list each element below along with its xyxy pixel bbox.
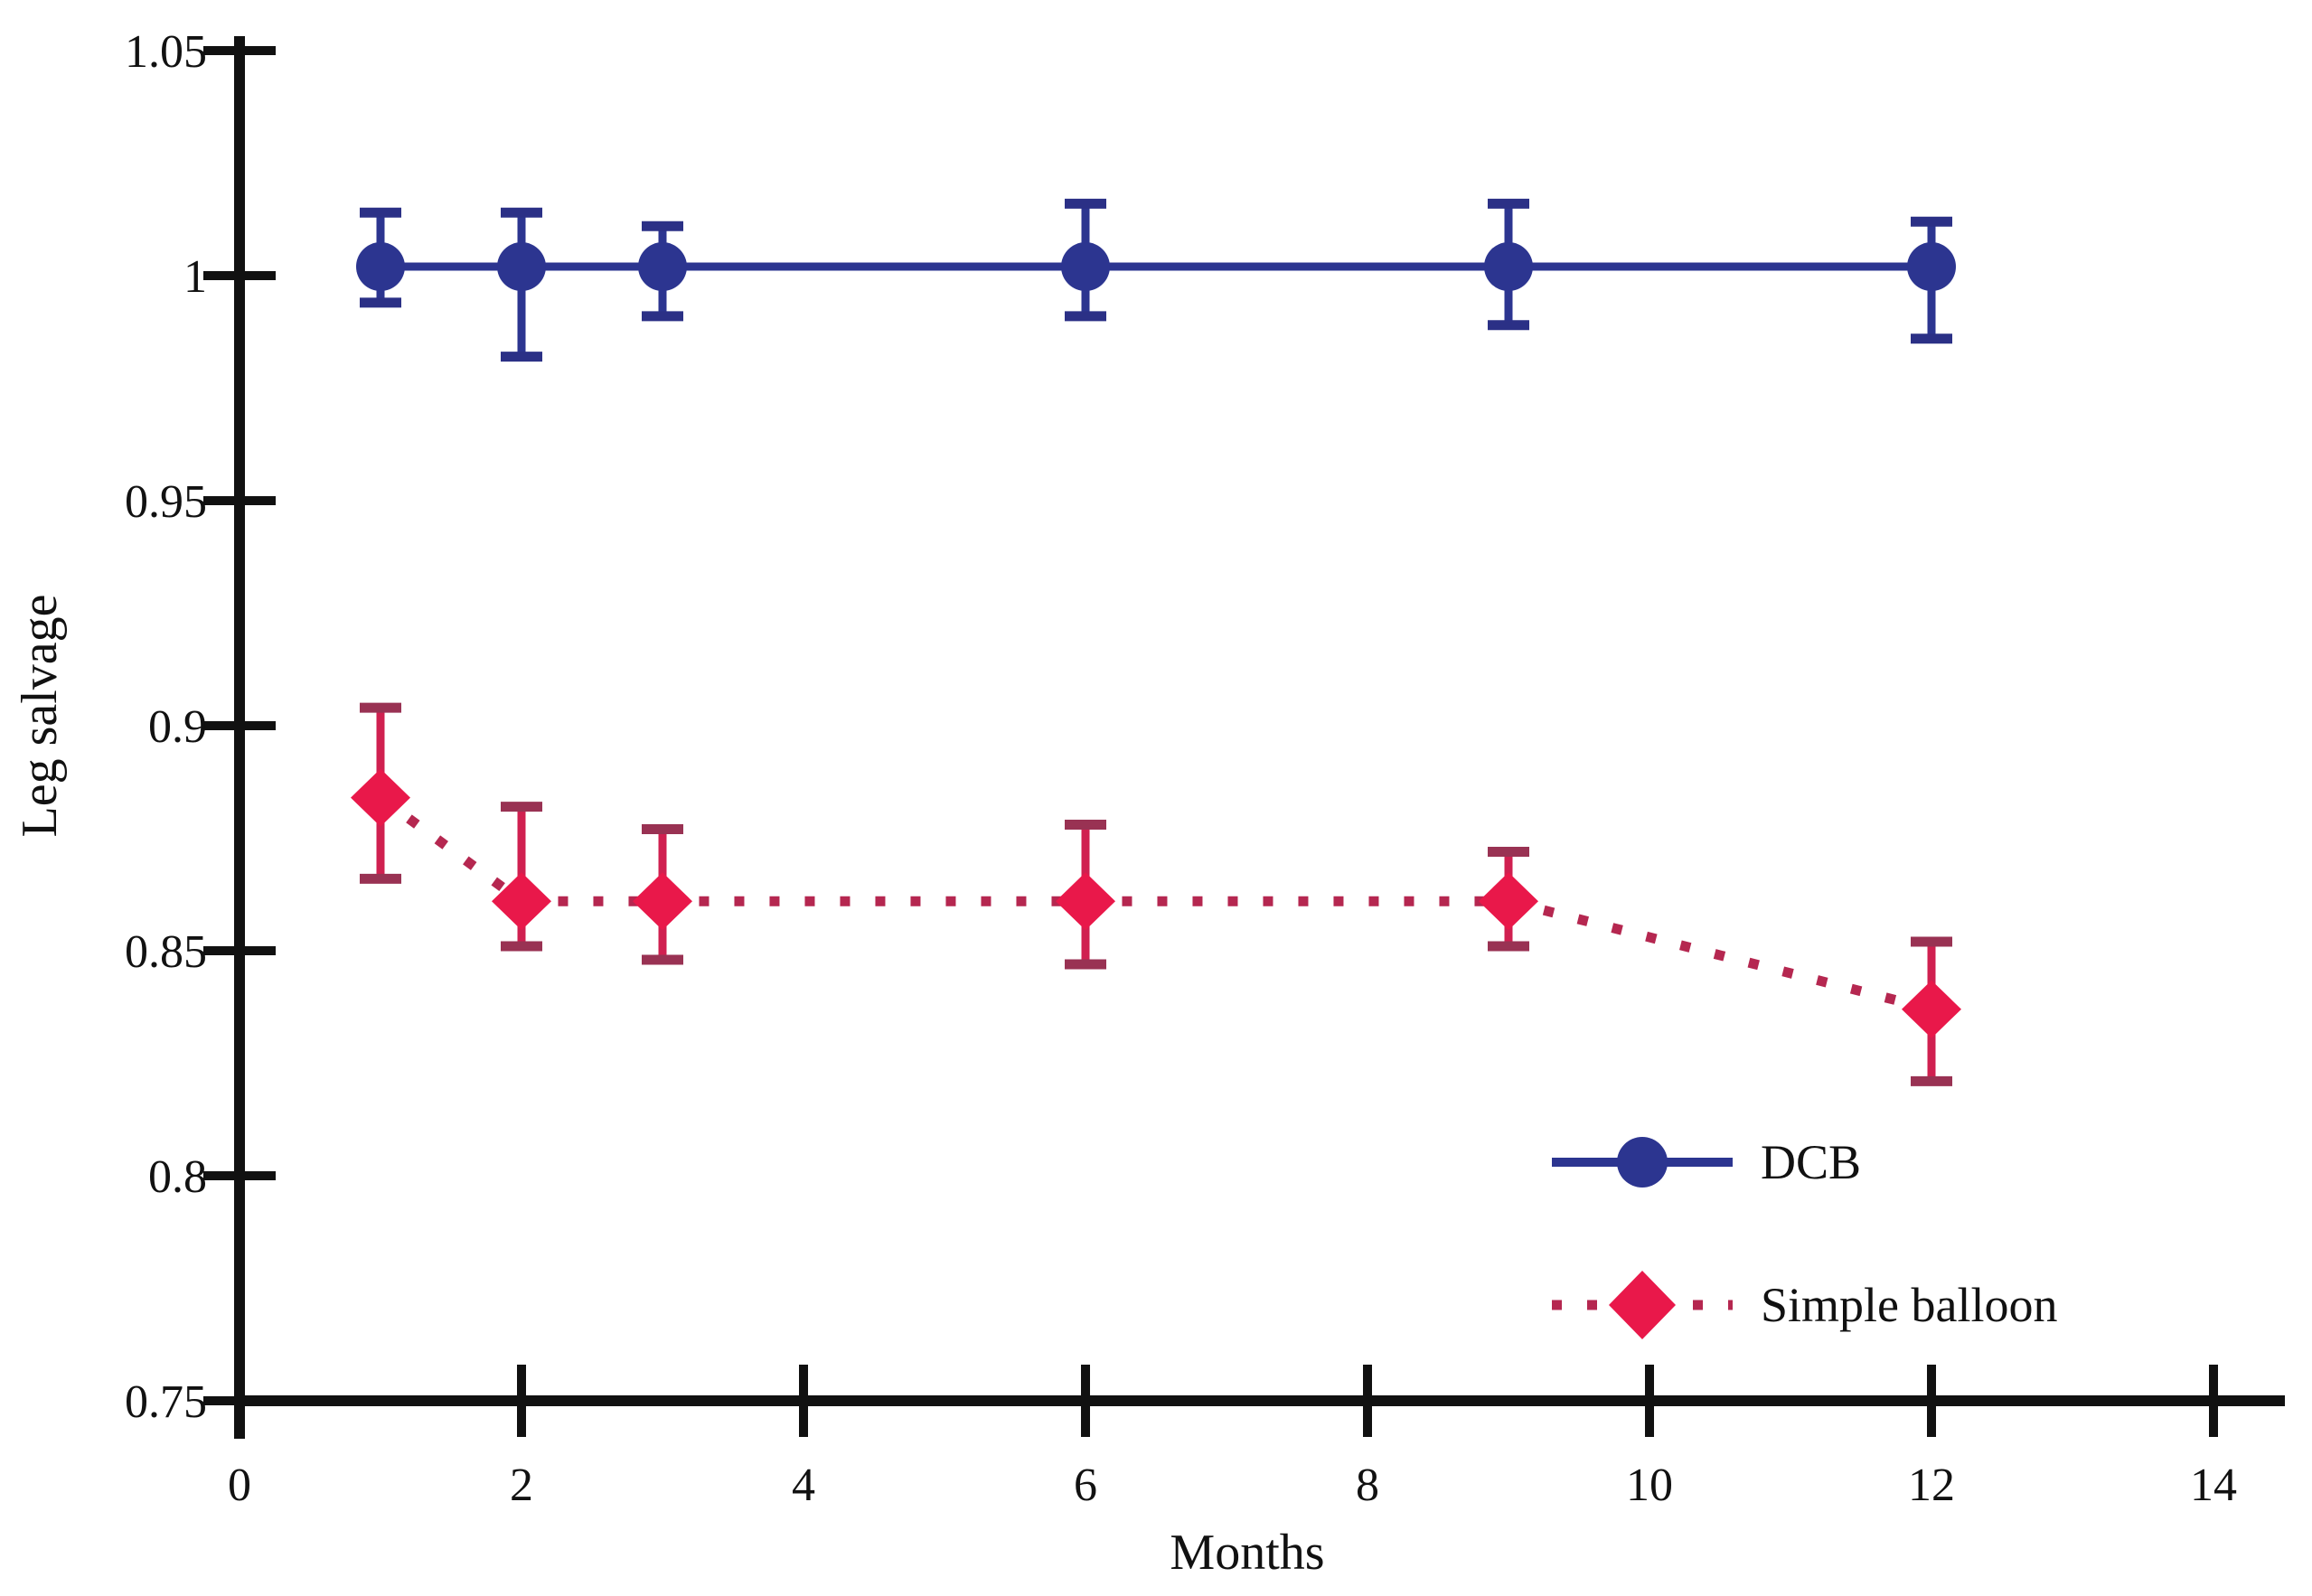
dcb-data-point — [356, 242, 405, 292]
legend-item-simple-balloon: Simple balloon — [1547, 1262, 2057, 1348]
simple-balloon-data-point — [492, 872, 551, 931]
y-tick-label: 0.8 — [148, 1151, 207, 1203]
dcb-solid-line-circle-icon — [1552, 1137, 1733, 1188]
legend-item-dcb: DCB — [1547, 1119, 2057, 1206]
simple-balloon-data-point — [1902, 980, 1961, 1038]
x-tick-label: 12 — [1908, 1460, 1955, 1511]
y-tick-label: 0.95 — [125, 476, 207, 528]
legend-label-dcb: DCB — [1761, 1135, 1862, 1189]
dcb-data-point — [497, 242, 546, 292]
y-tick-label: 0.85 — [125, 926, 207, 978]
legend-label-simple-balloon: Simple balloon — [1761, 1278, 2058, 1332]
x-tick-label: 0 — [228, 1460, 251, 1511]
simple-balloon-data-point — [633, 872, 692, 931]
x-axis-label: Months — [1170, 1525, 1324, 1581]
simple-balloon-line — [377, 793, 1933, 1015]
simple-balloon-data-point — [351, 768, 410, 827]
dcb-data-point — [1061, 242, 1110, 292]
dcb-data-point — [1484, 242, 1533, 292]
x-tick-label: 6 — [1074, 1460, 1097, 1511]
legend-simple-balloon-diamond — [1609, 1271, 1676, 1339]
simple-balloon-data-point — [1056, 872, 1115, 931]
y-tick-label: 0.9 — [148, 701, 207, 753]
y-tick-label: 1.05 — [125, 26, 207, 78]
x-tick-label: 14 — [2190, 1460, 2237, 1511]
x-tick-label: 4 — [792, 1460, 815, 1511]
simple-balloon-data-point — [1479, 872, 1538, 931]
x-tick-label: 2 — [510, 1460, 533, 1511]
y-tick-label: 1 — [183, 251, 207, 303]
axes: 0.75 0.8 0.85 0.9 0.95 1 1.05 0 2 4 6 8 10 12 14 — [125, 26, 2285, 1511]
x-tick-label: 8 — [1356, 1460, 1379, 1511]
y-tick-label: 0.75 — [125, 1376, 207, 1428]
data-series — [351, 198, 1961, 1086]
dcb-data-point — [1907, 242, 1956, 292]
simple-balloon-dotted-line-diamond-icon — [1552, 1271, 1733, 1339]
dcb-data-point — [638, 242, 687, 292]
legend-dcb-circle — [1617, 1137, 1668, 1188]
y-axis-label: Leg salvage — [12, 595, 68, 838]
x-tick-label: 10 — [1626, 1460, 1673, 1511]
legend: DCB Simple balloon — [1547, 1119, 2057, 1404]
